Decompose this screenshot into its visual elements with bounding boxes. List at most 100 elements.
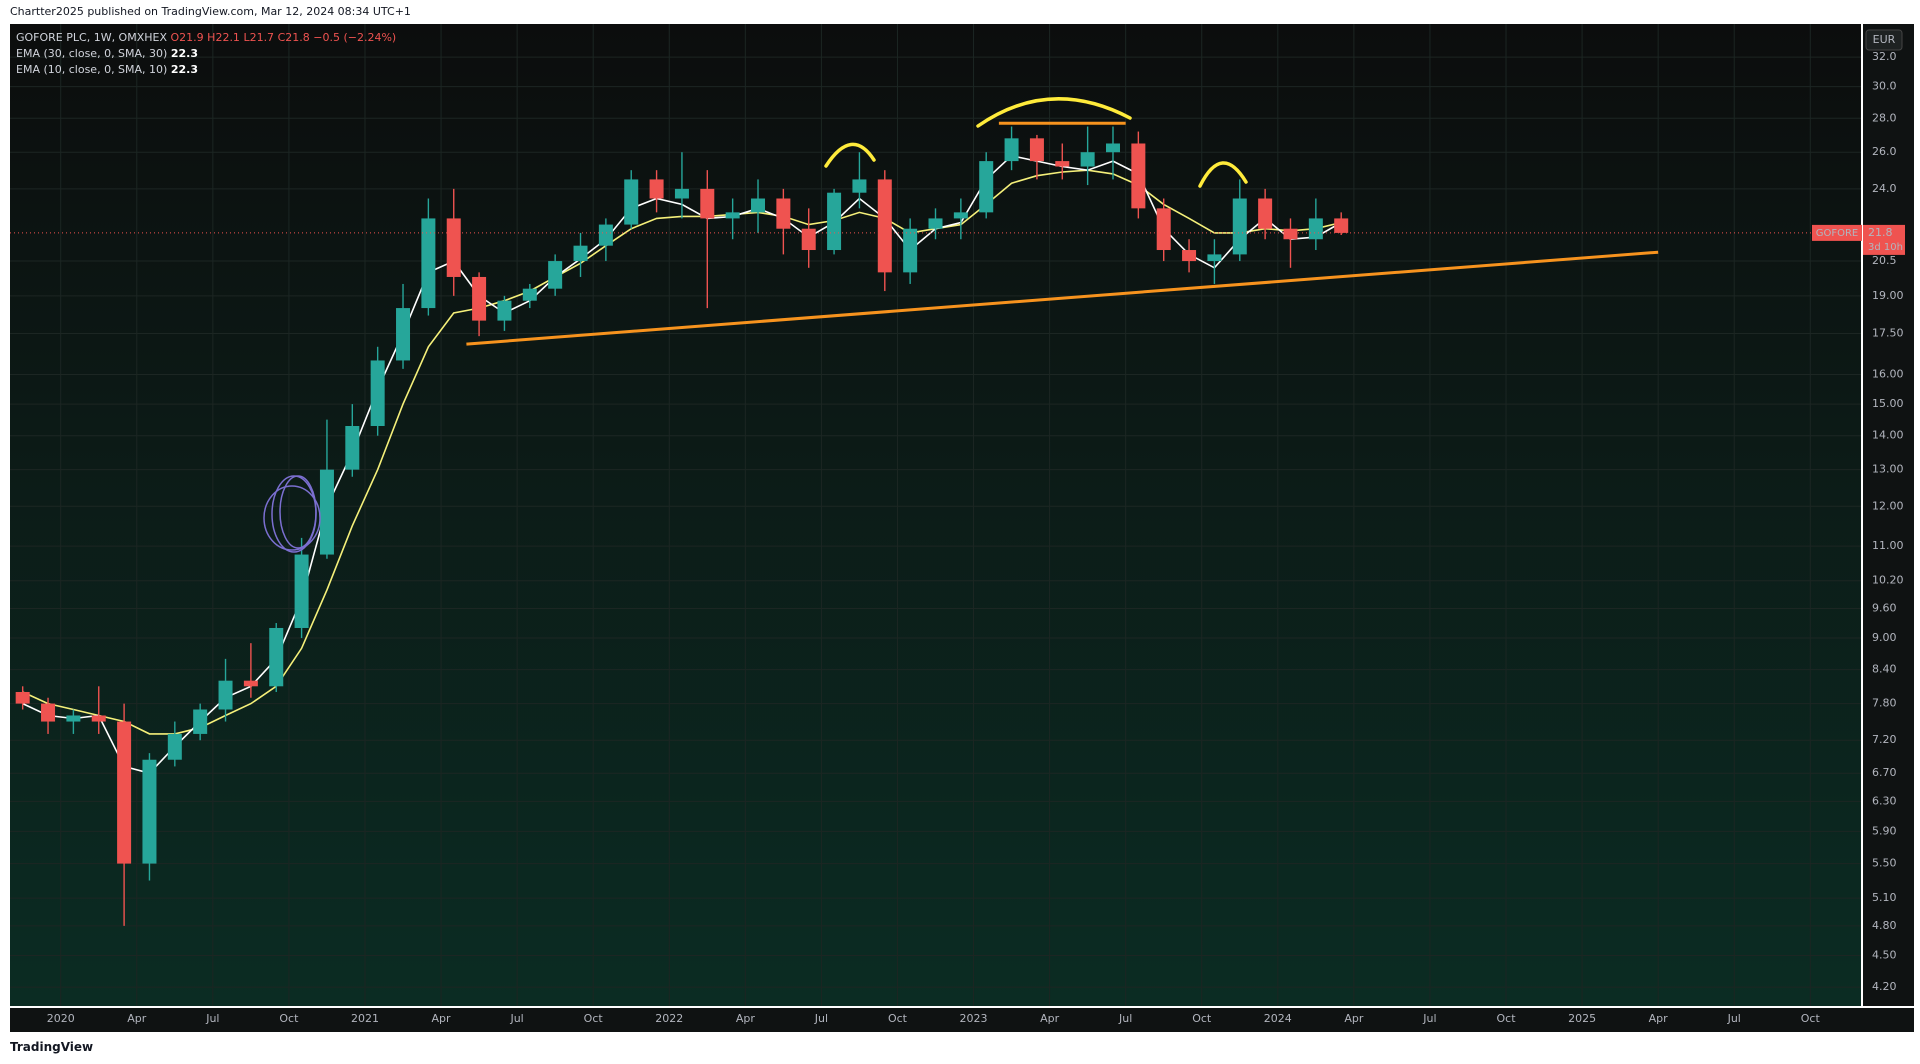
ohlc-change: −0.5 (−2.24%) <box>313 31 397 44</box>
candle-body <box>1207 254 1222 262</box>
y-tick-label: 17.50 <box>1872 327 1904 340</box>
candle-body <box>446 218 461 277</box>
y-tick-label: 7.20 <box>1872 733 1897 746</box>
candle-body <box>827 192 842 251</box>
y-tick-label: 4.50 <box>1872 948 1897 961</box>
y-tick-label: 7.80 <box>1872 697 1897 710</box>
candle-body <box>877 179 892 273</box>
head-arc <box>976 97 1132 128</box>
candle-body <box>1131 143 1146 209</box>
y-tick-label: 6.30 <box>1872 794 1897 807</box>
x-tick-label: Oct <box>1801 1012 1821 1025</box>
candle-body <box>66 715 81 722</box>
candle-body <box>396 308 411 361</box>
x-tick-label: Apr <box>432 1012 452 1025</box>
x-tick-label: 2022 <box>655 1012 683 1025</box>
y-tick-label: 9.60 <box>1872 601 1897 614</box>
candle-body <box>903 228 918 273</box>
candle-body <box>751 198 766 213</box>
candle-body <box>979 161 994 213</box>
candle-body <box>852 179 867 193</box>
price-axis <box>1863 24 1914 1006</box>
y-tick-label: 28.0 <box>1872 111 1897 124</box>
candle-body <box>1156 208 1171 251</box>
x-tick-label: 2024 <box>1264 1012 1292 1025</box>
footer-logo: TradingView <box>10 1040 94 1054</box>
y-tick-label: 4.80 <box>1872 919 1897 932</box>
last-price: 21.8 <box>1868 226 1893 239</box>
y-tick-label: 30.0 <box>1872 80 1897 93</box>
y-tick-label: 15.00 <box>1872 397 1904 410</box>
legend-entry: EMA (10, close, 0, SMA, 10) 22.3 <box>16 62 396 78</box>
candle-body <box>1182 250 1197 262</box>
candle-body <box>573 245 588 262</box>
x-tick-label: Oct <box>1496 1012 1516 1025</box>
x-tick-label: Oct <box>1192 1012 1212 1025</box>
x-tick-label: Apr <box>127 1012 147 1025</box>
legend-name: EMA (10, close, 0, SMA, 10) <box>16 63 168 76</box>
candle-body <box>91 715 106 722</box>
y-tick-label: 12.00 <box>1872 499 1904 512</box>
legend-entry: EMA (30, close, 0, SMA, 30) 22.3 <box>16 46 396 62</box>
x-tick-label: 2020 <box>47 1012 75 1025</box>
left-shoulder-arc <box>824 142 876 168</box>
ticker: GOFORE <box>1816 228 1859 239</box>
symbol: GOFORE PLC, 1W, OMXHEX <box>16 31 168 44</box>
x-tick-label: Jul <box>1422 1012 1436 1025</box>
y-tick-label: 6.70 <box>1872 766 1897 779</box>
candle-body <box>1029 138 1044 162</box>
candle-body <box>1080 152 1095 167</box>
candle-body <box>41 703 56 722</box>
y-tick-label: 16.00 <box>1872 368 1904 381</box>
candle-body <box>1258 198 1273 229</box>
right-shoulder-arc <box>1198 161 1248 188</box>
legend-value: 22.3 <box>170 63 198 76</box>
candle-body <box>294 554 309 628</box>
candle-body <box>472 276 487 321</box>
candle-body <box>142 759 157 864</box>
x-tick-label: 2023 <box>960 1012 988 1025</box>
candle-body <box>649 179 664 199</box>
candle-body <box>1105 143 1120 153</box>
candle-body <box>370 360 385 426</box>
y-tick-label: 8.40 <box>1872 663 1897 676</box>
axes: 32.0 30.0 28.0 26.0 24.0 20.5 19.00 17.50 16.00 1… <box>10 50 1905 1025</box>
ohlc-open: O21.9 <box>170 31 204 44</box>
candle-body <box>1232 198 1247 255</box>
candle-body <box>269 627 284 687</box>
x-tick-label: Jul <box>814 1012 828 1025</box>
drawings <box>263 97 1248 553</box>
y-tick-label: 4.20 <box>1872 980 1897 993</box>
candle-body <box>1334 218 1349 233</box>
circle-scribble <box>279 475 317 549</box>
candle-body <box>953 212 968 219</box>
candle-body <box>674 188 689 199</box>
currency: EUR <box>1873 33 1896 46</box>
legend-value: 22.3 <box>170 47 198 60</box>
candle-body <box>319 469 334 555</box>
candle-body <box>117 721 132 864</box>
currency-box <box>1865 29 1903 51</box>
x-tick-label: Apr <box>1649 1012 1669 1025</box>
candles <box>15 126 1349 926</box>
candle-body <box>497 300 512 321</box>
x-tick-label: 2025 <box>1568 1012 1596 1025</box>
candle-body <box>218 680 233 710</box>
legend-name: EMA (30, close, 0, SMA, 30) <box>16 47 168 60</box>
x-tick-label: Oct <box>584 1012 604 1025</box>
candle-body <box>776 198 791 229</box>
y-tick-label: 10.20 <box>1872 574 1904 587</box>
candle-body <box>522 288 537 301</box>
candle-body <box>193 709 208 734</box>
ohlc-high: H22.1 <box>207 31 240 44</box>
y-tick-label: 24.0 <box>1872 182 1897 195</box>
candle-body <box>15 691 30 704</box>
price-tag <box>1863 224 1905 255</box>
y-tick-label: 32.0 <box>1872 50 1897 63</box>
circle-scribble <box>263 485 321 551</box>
x-tick-label: Oct <box>888 1012 908 1025</box>
candle-body <box>725 212 740 219</box>
candle-body <box>345 425 360 470</box>
publish-info: Chartter2025 published on TradingView.co… <box>10 5 411 18</box>
